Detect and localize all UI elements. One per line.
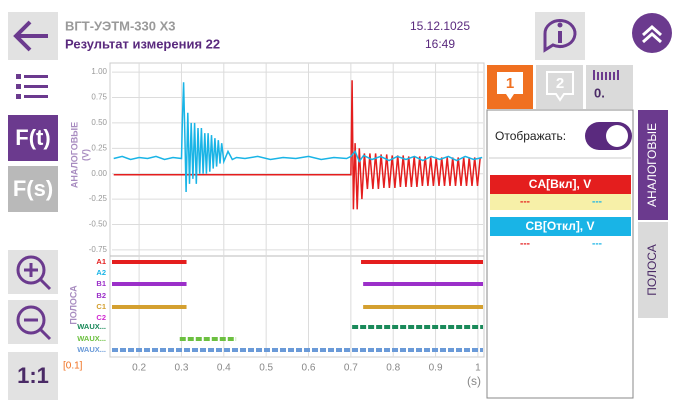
- x-tick-label: 0.8: [386, 363, 400, 374]
- chart: 1.00 0.75 0.50 0.25 0.00 -0.25 -0.50 -0.75 0.2 0.…: [77, 63, 483, 374]
- channel-label: B1: [96, 279, 106, 288]
- tab-1-icon: [497, 72, 523, 100]
- x-tick-label: 0.3: [175, 363, 189, 374]
- x-tick-label: 0.9: [429, 363, 443, 374]
- reset-zoom-button[interactable]: [8, 352, 58, 400]
- zoom-in-button[interactable]: [8, 250, 58, 294]
- x-axis-title: (s): [467, 374, 481, 388]
- tab-3-icon: [593, 70, 619, 80]
- channel-label: C1: [96, 302, 106, 311]
- fs-label: F(s): [13, 176, 53, 201]
- collapse-button[interactable]: [632, 13, 672, 53]
- legend-entry: CB[Откл], V: [526, 219, 595, 233]
- tab-2-icon: [546, 71, 574, 102]
- measurement-title: Результат измерения 22: [65, 36, 220, 51]
- cursor-value: ---: [520, 197, 530, 208]
- fs-button[interactable]: [8, 166, 58, 212]
- y-tick-label: 0.25: [91, 143, 107, 152]
- cursor-value: ---: [592, 239, 602, 250]
- side-tab-analog[interactable]: [638, 110, 668, 220]
- y-tick-label: 0.00: [91, 169, 107, 178]
- x-tick-label: 0.6: [302, 363, 316, 374]
- y-tick-label: 1.00: [91, 67, 107, 76]
- cursor-value: ---: [520, 239, 530, 250]
- series-line: [113, 80, 481, 210]
- band-title: ПОЛОСА: [68, 285, 78, 325]
- scale-label: [0.1]: [63, 361, 83, 372]
- panel-body: [486, 109, 634, 399]
- ft-button[interactable]: [8, 115, 58, 161]
- zoom-out-button[interactable]: [8, 300, 58, 344]
- ft-label: F(t): [15, 125, 50, 150]
- channel-label: WAUX...: [77, 322, 106, 331]
- tab-2-label: 2: [556, 75, 564, 92]
- tab-1-label: 1: [506, 75, 514, 92]
- cursor-value: ---: [592, 197, 602, 208]
- channel-label: C2: [96, 313, 106, 322]
- x-tick-label: 0.7: [344, 363, 358, 374]
- y-tick-label: 0.75: [91, 93, 107, 102]
- channel-label: A2: [96, 268, 106, 277]
- legend-swatch: [490, 217, 631, 236]
- y-tick-label: -0.50: [89, 220, 108, 229]
- channel-label: B2: [96, 291, 106, 300]
- x-tick-label: 0.2: [132, 363, 146, 374]
- display-label: Отображать:: [495, 129, 566, 143]
- x-tick-label: 0.5: [259, 363, 273, 374]
- list-button[interactable]: [8, 66, 58, 108]
- x-tick-label: 1: [475, 363, 481, 374]
- legend-entry: CA[Вкл], V: [529, 177, 591, 191]
- side-tab-analog-label: АНАЛОГОВЫЕ: [645, 123, 659, 207]
- x-tick-label: 0.4: [217, 363, 231, 374]
- cursor-strip: [490, 236, 631, 252]
- info-button[interactable]: [535, 12, 585, 60]
- cursor-strip: [490, 194, 631, 210]
- legend-swatch: [490, 175, 631, 194]
- channel-label: A1: [96, 257, 106, 266]
- y-tick-label: -0.75: [89, 245, 108, 254]
- y-tick-label: 0.50: [91, 118, 107, 127]
- legend: CA[Вкл], V--- ---CB[Откл], V--- ---: [490, 175, 631, 252]
- date: 15.12.1025: [410, 19, 470, 33]
- plot-frame: [109, 62, 485, 358]
- y-axis-title: АНАЛОГОВЫЕ: [69, 122, 79, 188]
- device-name: ВГТ-УЭТМ-330 Х3: [65, 18, 176, 33]
- time: 16:49: [425, 37, 455, 51]
- reset-zoom-label: 1:1: [17, 363, 49, 388]
- tab-3-label: 0.: [594, 85, 605, 100]
- side-tab-band[interactable]: [638, 222, 668, 318]
- back-icon: [13, 20, 48, 52]
- side-tab-band-label: ПОЛОСА: [645, 244, 659, 295]
- display-toggle[interactable]: [585, 122, 632, 150]
- channel-label: WAUX...: [77, 345, 106, 354]
- series-line: [113, 82, 483, 193]
- channel-label: WAUX...: [77, 334, 106, 343]
- y-axis-unit: (V): [80, 149, 90, 161]
- y-tick-label: -0.25: [89, 194, 108, 203]
